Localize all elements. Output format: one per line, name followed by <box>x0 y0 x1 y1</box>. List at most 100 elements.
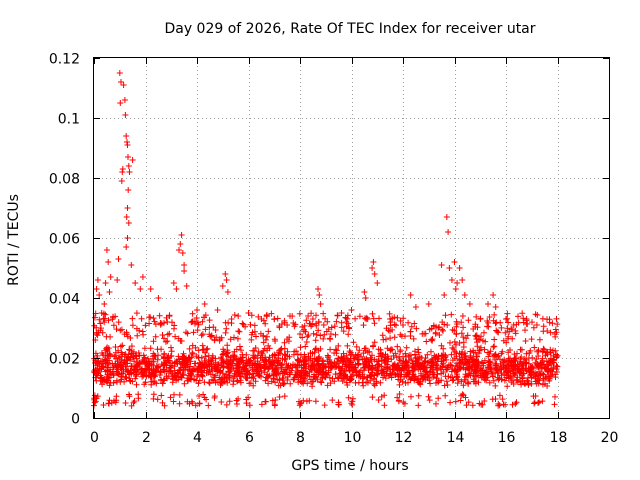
data-point <box>318 379 325 386</box>
data-point <box>125 163 132 169</box>
data-point <box>457 365 464 372</box>
data-point <box>315 362 322 369</box>
data-point <box>272 397 279 403</box>
data-point <box>206 380 213 387</box>
data-point <box>102 280 109 286</box>
data-point <box>347 349 354 356</box>
data-point <box>296 402 303 409</box>
data-point <box>394 314 401 321</box>
data-point <box>238 373 245 380</box>
data-point <box>94 332 101 339</box>
y-tick-label: 0 <box>71 412 80 428</box>
data-point <box>205 361 212 368</box>
data-point <box>235 313 242 319</box>
data-point <box>118 349 125 356</box>
data-point <box>474 324 481 331</box>
data-point <box>106 357 113 364</box>
data-point <box>230 357 237 364</box>
data-point <box>362 347 369 354</box>
data-point <box>104 377 111 384</box>
data-point <box>335 355 342 362</box>
data-point <box>119 342 126 349</box>
data-point <box>418 364 425 371</box>
data-point <box>345 357 352 363</box>
data-point <box>133 355 140 362</box>
data-point <box>202 312 209 319</box>
data-point <box>224 289 231 295</box>
data-point <box>176 366 183 373</box>
data-point <box>325 354 331 361</box>
data-point <box>550 364 557 371</box>
data-point <box>198 332 205 339</box>
data-point <box>135 369 142 375</box>
data-point <box>426 326 433 333</box>
data-point <box>281 339 288 346</box>
data-point <box>152 333 159 340</box>
data-point <box>344 342 351 349</box>
data-point <box>139 358 146 365</box>
data-point <box>464 332 471 339</box>
data-point <box>506 375 512 382</box>
data-point <box>239 320 246 327</box>
data-point <box>133 373 139 380</box>
data-point <box>523 350 530 357</box>
data-point <box>166 330 173 337</box>
data-point <box>466 359 473 366</box>
data-point <box>428 336 435 343</box>
data-point <box>370 315 377 322</box>
data-point <box>234 378 240 385</box>
data-point <box>463 356 469 363</box>
data-point <box>419 330 426 337</box>
data-point <box>195 347 202 354</box>
data-point <box>462 366 469 373</box>
data-point <box>277 350 284 357</box>
data-point <box>482 338 489 345</box>
data-point <box>240 321 247 328</box>
data-point <box>255 372 262 379</box>
data-point <box>231 352 238 359</box>
data-point <box>294 351 301 358</box>
data-point <box>467 372 474 379</box>
data-point <box>528 380 535 387</box>
data-point <box>186 400 193 407</box>
data-point <box>281 356 288 363</box>
data-point <box>188 368 195 375</box>
data-point <box>189 310 196 317</box>
data-point <box>377 379 384 386</box>
data-point <box>284 373 291 380</box>
data-point <box>345 331 352 338</box>
data-point <box>102 368 109 375</box>
data-point <box>387 335 394 342</box>
data-point <box>530 324 537 331</box>
data-point <box>544 367 551 374</box>
data-point <box>238 347 244 354</box>
data-point <box>534 376 541 383</box>
data-point <box>449 357 456 364</box>
data-point <box>353 368 360 375</box>
data-point <box>417 370 424 377</box>
y-tick: 0.12 <box>49 52 609 68</box>
data-point <box>443 214 450 220</box>
data-point <box>297 344 304 351</box>
data-point <box>199 318 206 325</box>
data-point <box>176 400 183 407</box>
x-axis-label: GPS time / hours <box>291 458 408 474</box>
data-point <box>478 359 485 366</box>
data-point <box>485 301 491 307</box>
data-point <box>245 310 252 316</box>
x-tick: 0 <box>90 58 99 446</box>
data-point <box>205 402 212 409</box>
data-point <box>228 316 235 322</box>
data-point <box>495 329 502 336</box>
data-point <box>222 271 229 277</box>
data-point <box>550 359 557 366</box>
data-point <box>280 381 287 388</box>
data-point <box>449 326 456 333</box>
data-point <box>360 367 367 374</box>
data-point <box>453 353 460 360</box>
data-point <box>360 361 367 368</box>
data-point <box>309 316 316 322</box>
data-point <box>231 312 238 318</box>
data-point <box>416 353 423 360</box>
data-point <box>532 393 539 399</box>
